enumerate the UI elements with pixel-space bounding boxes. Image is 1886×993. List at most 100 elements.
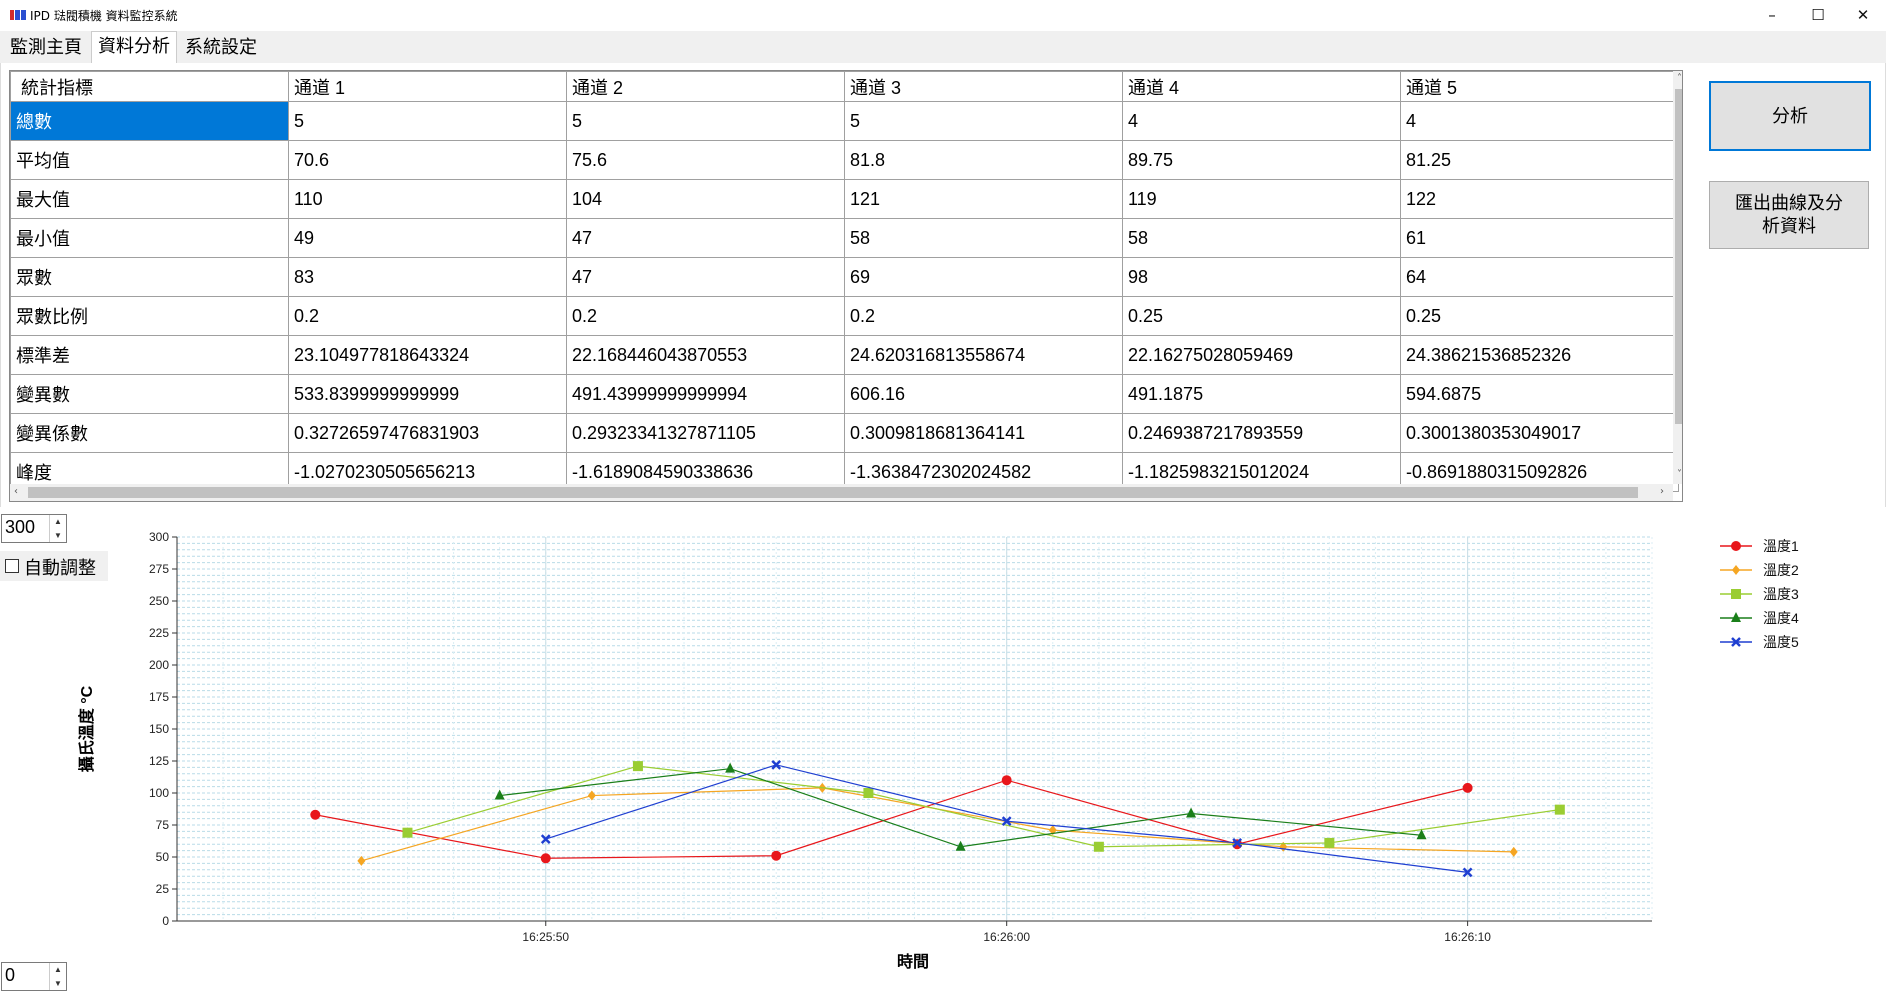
tab-analysis[interactable]: 資料分析 — [91, 31, 177, 65]
horizontal-scrollbar[interactable]: ‹ › — [10, 484, 1673, 501]
table-cell[interactable]: 58 — [844, 218, 1123, 258]
table-cell[interactable]: 0.25 — [1122, 296, 1401, 336]
row-header-cell[interactable]: 變異係數 — [10, 413, 289, 453]
table-cell[interactable]: 69 — [844, 257, 1123, 297]
column-header[interactable]: 通道 4 — [1122, 71, 1401, 102]
column-header[interactable]: 通道 3 — [844, 71, 1123, 102]
table-cell[interactable]: 4 — [1400, 101, 1679, 141]
maximize-icon[interactable]: ☐ — [1811, 6, 1825, 24]
ymax-spinner-arrows[interactable]: ▲ ▼ — [49, 515, 66, 542]
vertical-scroll-thumb[interactable] — [1675, 89, 1682, 424]
table-row[interactable]: 眾數 83 47 69 98 64 — [10, 257, 1679, 297]
table-cell[interactable]: 122 — [1400, 179, 1679, 219]
table-row[interactable]: 眾數比例 0.2 0.2 0.2 0.25 0.25 — [10, 296, 1679, 336]
table-cell[interactable]: 0.25 — [1400, 296, 1679, 336]
table-cell[interactable]: 0.29323341327871105 — [566, 413, 845, 453]
table-cell[interactable]: 22.168446043870553 — [566, 335, 845, 375]
table-cell[interactable]: 81.8 — [844, 140, 1123, 180]
spin-up-icon[interactable]: ▲ — [54, 965, 62, 974]
table-cell[interactable]: 70.6 — [288, 140, 567, 180]
column-header[interactable]: 通道 1 — [288, 71, 567, 102]
table-cell[interactable]: 4 — [1122, 101, 1401, 141]
row-header-cell[interactable]: 眾數比例 — [10, 296, 289, 336]
table-cell[interactable]: 491.1875 — [1122, 374, 1401, 414]
table-cell[interactable]: 64 — [1400, 257, 1679, 297]
table-cell[interactable]: 49 — [288, 218, 567, 258]
auto-adjust-checkbox-row[interactable]: 自動調整 — [0, 551, 108, 581]
spin-up-icon[interactable]: ▲ — [54, 517, 62, 526]
table-cell[interactable]: 0.2 — [844, 296, 1123, 336]
stats-grid[interactable]: 統計指標 通道 1 通道 2 通道 3 通道 4 通道 5 總數 5 5 5 4 4 平均值… — [9, 70, 1683, 502]
table-row[interactable]: 平均值 70.6 75.6 81.8 89.75 81.25 — [10, 140, 1679, 180]
tab-settings[interactable]: 系統設定 — [185, 37, 257, 58]
table-cell[interactable]: 5 — [844, 101, 1123, 141]
table-row[interactable]: 最大值 110 104 121 119 122 — [10, 179, 1679, 219]
table-cell[interactable]: 24.620316813558674 — [844, 335, 1123, 375]
table-cell[interactable]: 119 — [1122, 179, 1401, 219]
ymin-spinner[interactable]: 0 ▲ ▼ — [1, 962, 67, 991]
close-icon[interactable]: ✕ — [1856, 6, 1870, 24]
export-button[interactable]: 匯出曲線及分析資料 — [1709, 181, 1869, 249]
row-header-cell[interactable]: 眾數 — [10, 257, 289, 297]
table-row[interactable]: 變異係數 0.32726597476831903 0.293233413278711… — [10, 413, 1679, 453]
minimize-icon[interactable]: – — [1768, 6, 1776, 24]
table-cell[interactable]: 5 — [566, 101, 845, 141]
row-header-cell[interactable]: 標準差 — [10, 335, 289, 375]
table-row[interactable]: 標準差 23.104977818643324 22.168446043870553 2… — [10, 335, 1679, 375]
table-cell[interactable]: 81.25 — [1400, 140, 1679, 180]
table-cell[interactable]: 58 — [1122, 218, 1401, 258]
table-cell[interactable]: 89.75 — [1122, 140, 1401, 180]
row-header-cell[interactable]: 最大值 — [10, 179, 289, 219]
ymax-spinner[interactable]: 300 ▲ ▼ — [1, 514, 67, 543]
ymax-value[interactable]: 300 — [5, 517, 36, 537]
table-cell[interactable]: 606.16 — [844, 374, 1123, 414]
analyze-button[interactable]: 分析 — [1709, 81, 1871, 151]
table-cell[interactable]: 110 — [288, 179, 567, 219]
auto-adjust-checkbox[interactable] — [5, 559, 19, 573]
scroll-down-icon[interactable]: ˅ — [1677, 469, 1682, 480]
column-header[interactable]: 統計指標 — [10, 71, 289, 102]
table-cell[interactable]: 533.8399999999999 — [288, 374, 567, 414]
table-row[interactable]: 變異數 533.8399999999999 491.43999999999994 60… — [10, 374, 1679, 414]
table-cell[interactable]: 0.2 — [288, 296, 567, 336]
table-cell[interactable]: 22.16275028059469 — [1122, 335, 1401, 375]
table-cell[interactable]: 24.38621536852326 — [1400, 335, 1679, 375]
table-cell[interactable]: 0.2469387217893559 — [1122, 413, 1401, 453]
table-cell[interactable]: 0.32726597476831903 — [288, 413, 567, 453]
table-cell[interactable]: 47 — [566, 257, 845, 297]
row-header-cell[interactable]: 變異數 — [10, 374, 289, 414]
vertical-scrollbar[interactable]: ˄ ˅ — [1673, 71, 1682, 484]
scroll-up-icon[interactable]: ˄ — [1677, 73, 1682, 84]
column-header[interactable]: 通道 5 — [1400, 71, 1679, 102]
spin-down-icon[interactable]: ▼ — [54, 530, 62, 540]
scroll-right-icon[interactable]: › — [1660, 486, 1664, 497]
table-cell[interactable]: 0.2 — [566, 296, 845, 336]
row-header-cell[interactable]: 總數 — [10, 101, 289, 141]
table-cell[interactable]: 83 — [288, 257, 567, 297]
ymin-spinner-arrows[interactable]: ▲ ▼ — [49, 963, 66, 990]
ymin-value[interactable]: 0 — [5, 965, 16, 985]
table-cell[interactable]: 23.104977818643324 — [288, 335, 567, 375]
scroll-left-icon[interactable]: ‹ — [14, 486, 18, 497]
row-header-cell[interactable]: 平均值 — [10, 140, 289, 180]
table-row[interactable]: 總數 5 5 5 4 4 — [10, 101, 1679, 141]
spin-down-icon[interactable]: ▼ — [54, 978, 62, 988]
table-cell[interactable]: 47 — [566, 218, 845, 258]
table-cell[interactable]: 5 — [288, 101, 567, 141]
tab-monitor[interactable]: 監測主頁 — [10, 37, 82, 58]
column-header[interactable]: 通道 2 — [566, 71, 845, 102]
table-row[interactable]: 最小值 49 47 58 58 61 — [10, 218, 1679, 258]
table-cell[interactable]: 61 — [1400, 218, 1679, 258]
auto-adjust-label[interactable]: 自動調整 — [24, 558, 96, 579]
table-cell[interactable]: 0.3001380353049017 — [1400, 413, 1679, 453]
table-cell[interactable]: 104 — [566, 179, 845, 219]
data-point — [1462, 867, 1473, 878]
horizontal-scroll-thumb[interactable] — [28, 487, 1638, 498]
table-cell[interactable]: 0.3009818681364141 — [844, 413, 1123, 453]
row-header-cell[interactable]: 最小值 — [10, 218, 289, 258]
table-cell[interactable]: 594.6875 — [1400, 374, 1679, 414]
table-cell[interactable]: 98 — [1122, 257, 1401, 297]
table-cell[interactable]: 491.43999999999994 — [566, 374, 845, 414]
table-cell[interactable]: 121 — [844, 179, 1123, 219]
table-cell[interactable]: 75.6 — [566, 140, 845, 180]
